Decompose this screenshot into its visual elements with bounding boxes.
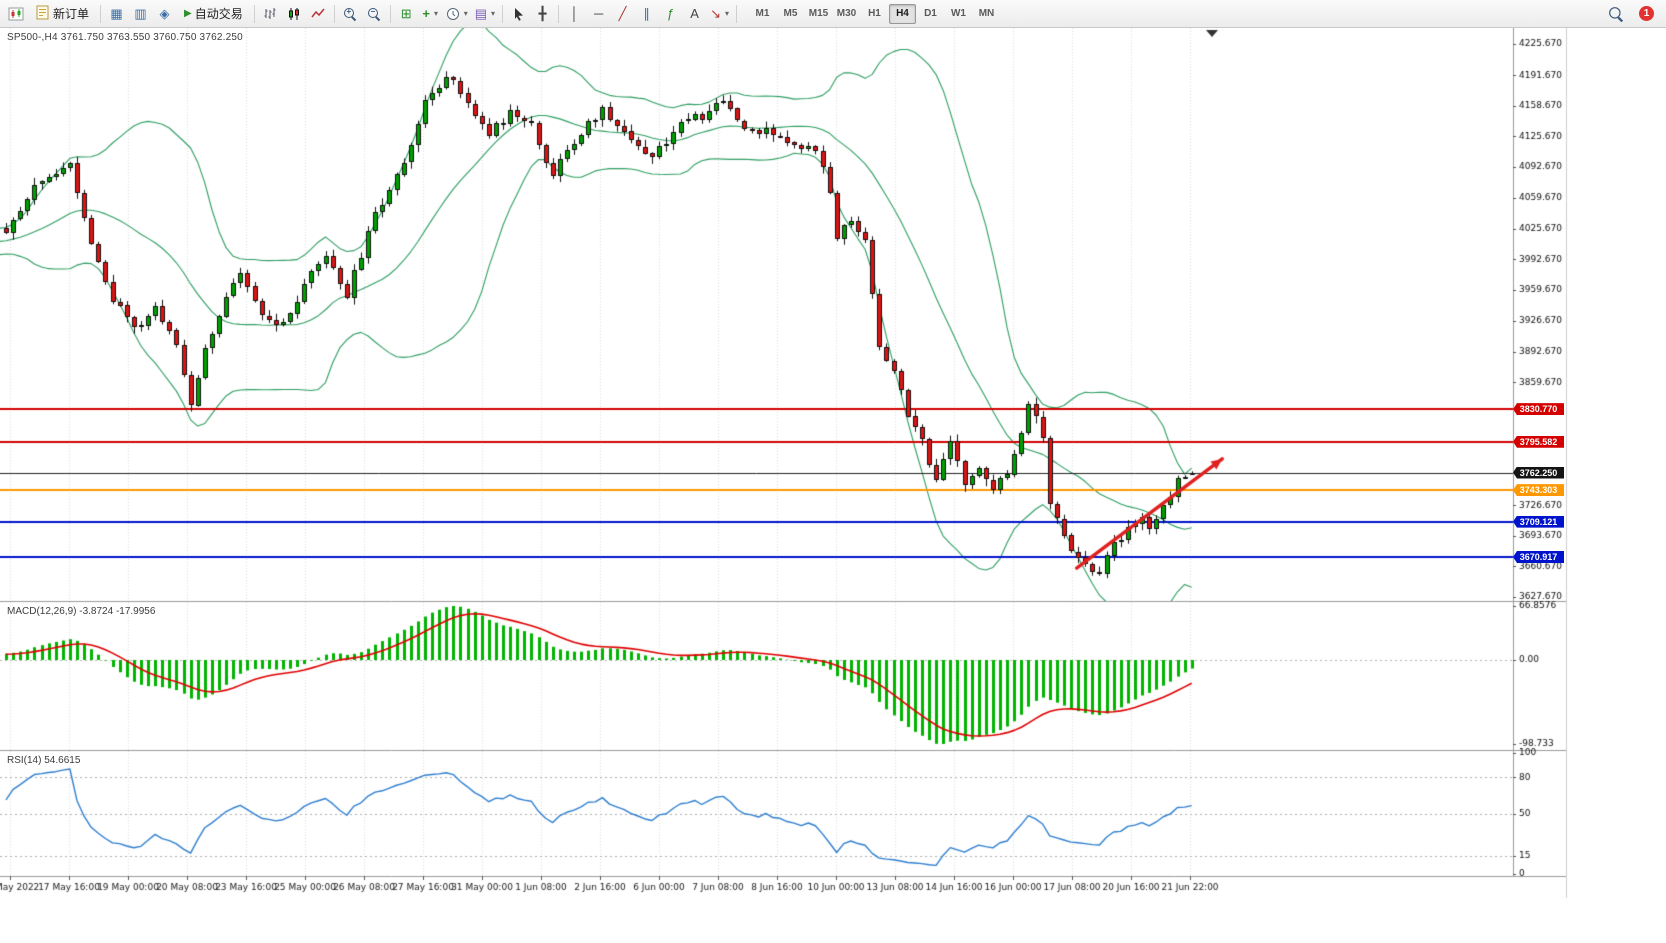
chart-window: SP500-,H4 3761.750 3763.550 3760.750 376… — [0, 28, 1666, 943]
channel-icon: ∥ — [643, 6, 650, 21]
data-window-button[interactable]: ▥ — [129, 3, 152, 25]
notification-badge[interactable]: 1 — [1639, 6, 1654, 21]
periods-button[interactable]: ▾ — [443, 3, 471, 25]
timeframe-m1-button[interactable]: M1 — [749, 4, 776, 24]
timeframe-toolbar: M1 M5 M15 M30 H1 H4 D1 W1 MN — [749, 3, 1000, 24]
symbol-ohlc-label: SP500-,H4 3761.750 3763.550 3760.750 376… — [7, 32, 243, 43]
toolbar-right-group: 1 — [1604, 3, 1662, 25]
zoom-in-icon: + — [344, 7, 356, 20]
line-chart-icon — [311, 8, 325, 17]
candlestick-icon — [289, 7, 300, 20]
fibonacci-button[interactable]: ƒ — [659, 3, 682, 25]
market-watch-icon: ▦ — [110, 6, 123, 21]
price-tag: 3709.121 — [1513, 515, 1564, 528]
divider — [253, 4, 255, 23]
channel-button[interactable]: ∥ — [635, 3, 658, 25]
chevron-down-icon: ▾ — [724, 9, 729, 18]
price-tag: 3795.582 — [1513, 435, 1564, 448]
timeframe-m30-button[interactable]: M30 — [833, 4, 860, 24]
fibonacci-icon: ƒ — [666, 6, 675, 21]
navigator-icon: ◈ — [159, 6, 170, 21]
search-icon — [1608, 6, 1623, 21]
divider — [100, 4, 102, 23]
rsi-indicator-label: RSI(14) 54.6615 — [7, 755, 81, 766]
price-tag: 3670.917 — [1513, 551, 1564, 563]
crosshair-icon: ╋ — [538, 6, 547, 21]
autotrading-label: 自动交易 — [194, 7, 243, 21]
new-order-label: 新订单 — [53, 7, 90, 21]
tile-windows-icon: ⊞ — [400, 6, 412, 21]
new-order-icon — [35, 5, 50, 23]
app-icon — [4, 3, 27, 25]
divider — [333, 4, 335, 23]
text-tool-icon: A — [690, 6, 699, 21]
clock-icon — [446, 7, 459, 20]
timeframe-m15-button[interactable]: M15 — [805, 4, 832, 24]
bar-chart-button[interactable] — [259, 3, 282, 25]
price-tag: 3762.250 — [1513, 466, 1564, 479]
autotrading-button[interactable]: ▶ 自动交易 — [177, 3, 250, 25]
timeframe-w1-button[interactable]: W1 — [945, 4, 972, 24]
timeframe-h1-button[interactable]: H1 — [861, 4, 888, 24]
tile-windows-button[interactable]: ⊞ — [395, 3, 418, 25]
arrows-tool-button[interactable]: ↘ ▾ — [707, 3, 732, 25]
autotrading-play-icon: ▶ — [184, 7, 192, 19]
timeframe-d1-button[interactable]: D1 — [917, 4, 944, 24]
price-tag: 3743.303 — [1513, 484, 1564, 497]
indicators-button[interactable]: + ▾ — [419, 3, 442, 25]
trendline-icon: ╱ — [618, 6, 627, 21]
navigator-button[interactable]: ◈ — [153, 3, 176, 25]
line-chart-button[interactable] — [307, 3, 330, 25]
vertical-line-icon: │ — [570, 6, 579, 21]
templates-button[interactable]: ▤ ▾ — [472, 3, 498, 25]
templates-icon: ▤ — [474, 6, 488, 21]
cursor-button[interactable] — [507, 3, 530, 25]
chevron-down-icon: ▾ — [491, 9, 496, 18]
main-toolbar: 新订单 ▦ ▥ ◈ ▶ 自动交易 + − ⊞ + ▾ ▾ ▤ ▾ ╋ │ ─ ╱ ∥… — [0, 0, 1666, 28]
search-button[interactable] — [1604, 3, 1627, 25]
timeframe-h4-button[interactable]: H4 — [888, 3, 916, 24]
price-chart-canvas[interactable] — [0, 28, 1666, 943]
vertical-line-button[interactable]: │ — [563, 3, 586, 25]
zoom-out-icon: − — [368, 7, 380, 20]
market-watch-button[interactable]: ▦ — [105, 3, 128, 25]
text-tool-button[interactable]: A — [683, 3, 706, 25]
arrow-tool-icon: ↘ — [710, 6, 721, 21]
zoom-in-button[interactable]: + — [339, 3, 362, 25]
add-indicator-icon: + — [422, 6, 431, 21]
cursor-arrow-icon — [514, 7, 523, 21]
data-window-icon: ▥ — [134, 6, 147, 21]
candlestick-chart-button[interactable] — [283, 3, 306, 25]
crosshair-button[interactable]: ╋ — [531, 3, 554, 25]
horizontal-line-button[interactable]: ─ — [587, 3, 610, 25]
horizontal-line-icon: ─ — [593, 6, 604, 21]
divider — [389, 4, 391, 23]
bar-chart-icon — [264, 7, 276, 19]
price-tag: 3830.770 — [1513, 403, 1564, 416]
divider — [502, 4, 504, 23]
divider — [735, 4, 737, 23]
macd-indicator-label: MACD(12,26,9) -3.8724 -17.9956 — [7, 606, 156, 617]
new-order-button[interactable]: 新订单 — [28, 3, 96, 25]
chevron-down-icon: ▾ — [463, 9, 468, 18]
timeframe-mn-button[interactable]: MN — [973, 4, 1000, 24]
mini-chart-icon — [8, 7, 23, 20]
timeframe-m5-button[interactable]: M5 — [777, 4, 804, 24]
chevron-down-icon: ▾ — [434, 9, 439, 18]
trendline-button[interactable]: ╱ — [611, 3, 634, 25]
divider — [558, 4, 560, 23]
zoom-out-button[interactable]: − — [363, 3, 386, 25]
